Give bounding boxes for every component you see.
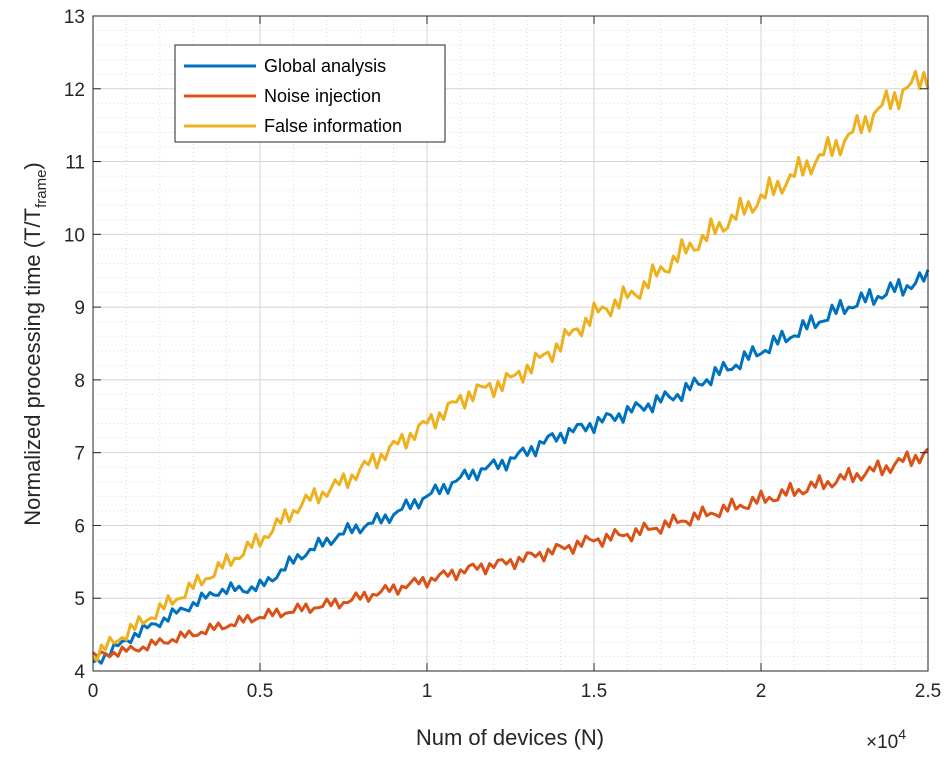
y-tick-labels: 4 5 6 7 8 9 10 11 12 13 <box>64 7 86 683</box>
x-exponent: ×104 <box>866 726 906 753</box>
legend-label-noise-injection: Noise injection <box>264 86 381 106</box>
legend-label-global-analysis: Global analysis <box>264 56 386 76</box>
x-exponent-base: ×10 <box>866 732 898 753</box>
x-tick-label: 2 <box>756 681 767 702</box>
y-axis-label: Normalized processing time (T/Tframe) <box>20 162 50 526</box>
x-tick-label: 0.5 <box>247 681 273 702</box>
y-tick-label: 7 <box>74 444 85 465</box>
y-axis-label-close: ) <box>20 162 45 169</box>
y-tick-label: 12 <box>64 80 85 101</box>
y-tick-label: 5 <box>74 589 85 610</box>
y-tick-label: 13 <box>64 7 85 28</box>
x-tick-label: 1.5 <box>581 681 607 702</box>
legend-label-false-information: False information <box>264 116 402 136</box>
y-tick-label: 6 <box>74 516 85 537</box>
y-tick-label: 4 <box>74 662 85 683</box>
x-tick-labels: 0 0.5 1 1.5 2 2.5 <box>88 681 942 702</box>
x-tick-label: 0 <box>88 681 99 702</box>
x-axis-label: Num of devices (N) <box>416 725 604 750</box>
series-line-noise-injection <box>92 447 930 659</box>
y-tick-label: 11 <box>65 153 85 174</box>
x-tick-label: 2.5 <box>915 681 941 702</box>
axis-ticks <box>92 15 929 672</box>
series-line-false-information <box>92 69 930 663</box>
plot-frame <box>92 15 929 672</box>
x-tick-label: 1 <box>422 681 433 702</box>
series-lines <box>92 69 930 665</box>
y-axis-label-main: Normalized processing time (T/T <box>20 208 45 526</box>
y-tick-label: 9 <box>74 298 85 319</box>
y-axis-label-sub: frame <box>33 170 50 208</box>
y-tick-label: 8 <box>74 371 85 392</box>
series-line-global-analysis <box>92 269 930 665</box>
y-tick-label: 10 <box>64 225 85 246</box>
x-exponent-power: 4 <box>898 726 906 742</box>
legend: Global analysis Noise injection False in… <box>174 44 446 143</box>
